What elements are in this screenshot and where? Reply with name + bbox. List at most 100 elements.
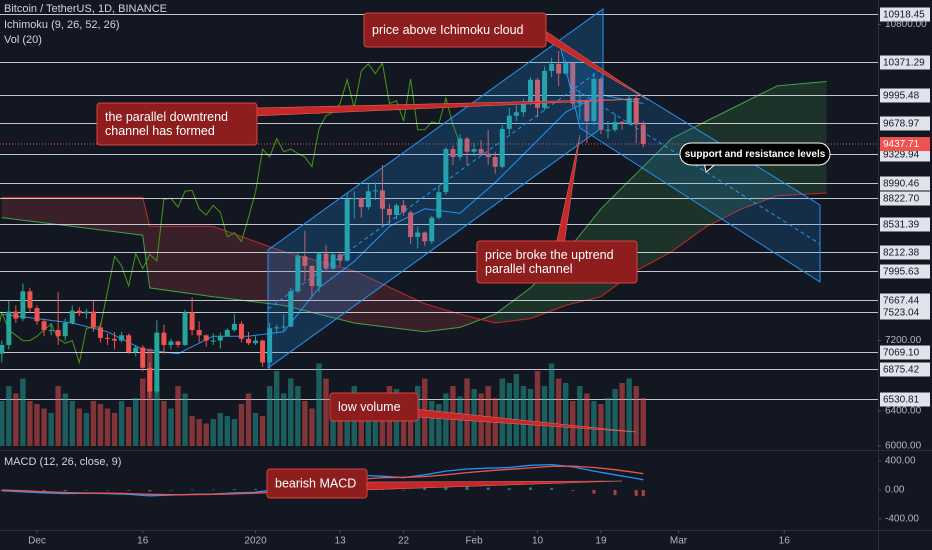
candle-body — [478, 149, 484, 154]
candle-body — [549, 63, 555, 71]
candle-body — [224, 330, 230, 337]
candle-body — [351, 198, 357, 200]
volume-bar — [210, 419, 216, 446]
candle-body — [76, 310, 82, 314]
candle-body — [90, 311, 96, 328]
candle-body — [344, 199, 350, 261]
annotation-text: support and resistance levels — [685, 149, 826, 160]
volume-bar — [140, 378, 146, 446]
level-label: 9995.48 — [883, 91, 920, 102]
volume-bar — [62, 393, 68, 446]
ichimoku-legend: Ichimoku (9, 26, 52, 26) — [4, 19, 120, 31]
macd-histogram-bar — [507, 488, 511, 490]
volume-bar — [534, 371, 541, 446]
volume-bar — [27, 401, 33, 446]
macd-y-tick-label: 0.00 — [885, 485, 905, 496]
candle-body — [499, 128, 505, 167]
candle-body — [386, 208, 392, 215]
volume-bar — [436, 404, 442, 446]
volume-bar — [34, 404, 40, 446]
candle-body — [513, 112, 519, 116]
macd-histogram-bar — [444, 486, 448, 490]
candle-body — [506, 115, 512, 129]
candle-body — [640, 124, 646, 145]
candle-body — [245, 338, 251, 344]
macd-histogram-bar — [84, 489, 88, 491]
candle-body — [570, 63, 576, 104]
cloud-fill — [636, 138, 672, 271]
volume-bar — [90, 401, 97, 446]
macd-histogram-bar — [0, 489, 4, 491]
level-label-box — [880, 392, 930, 407]
level-label: 7995.63 — [883, 267, 920, 278]
volume-bar — [273, 371, 280, 446]
macd-histogram-bar — [190, 489, 194, 491]
annotation-text: channel has formed — [105, 124, 215, 138]
level-label: 9329.94 — [883, 150, 920, 161]
volume-bar — [429, 401, 435, 446]
cloud-fill — [149, 226, 214, 297]
volume-bar — [584, 393, 590, 446]
macd-histogram-bar — [127, 489, 131, 491]
candle-body — [372, 190, 378, 192]
senkou-span-a — [1, 81, 827, 333]
volume-bar — [640, 398, 646, 446]
volume-bar — [626, 378, 632, 446]
candle-body — [6, 311, 12, 345]
macd-y-tick-label: -400.00 — [885, 514, 919, 525]
volume-bar — [499, 378, 505, 446]
last-price-label: 9437.71 — [883, 139, 920, 150]
candle-body — [295, 256, 301, 292]
annotation-box — [329, 392, 419, 422]
annotation-text: parallel channel — [485, 262, 573, 276]
annotation-box — [363, 12, 547, 48]
candle-body — [605, 129, 611, 131]
candle-body — [13, 311, 19, 319]
level-label-box — [880, 191, 930, 206]
candle-body — [274, 327, 280, 329]
macd-histogram-bar — [592, 489, 596, 494]
volume-bar — [598, 404, 604, 446]
volume-bar — [118, 401, 125, 446]
volume-bar — [259, 416, 266, 446]
y-tick-label: 6000.00 — [885, 441, 922, 452]
volume-bar — [104, 408, 111, 446]
candle-body — [598, 78, 604, 130]
volume-bar — [245, 393, 252, 446]
chart-title: Bitcoin / TetherUS, 1D, BINANCE — [4, 3, 167, 15]
level-label-box — [880, 116, 930, 131]
candle-body — [408, 212, 414, 237]
volume-bar — [337, 401, 343, 446]
volume-bar — [48, 413, 54, 446]
volume-bar — [555, 378, 562, 446]
candle-body — [231, 323, 237, 331]
candle-body — [379, 190, 385, 209]
x-tick-label: 16 — [137, 536, 149, 547]
candle-body — [358, 198, 364, 208]
cloud-fill — [213, 226, 284, 306]
volume-bar — [196, 419, 202, 446]
candle-body — [203, 335, 209, 341]
candle-body — [401, 205, 407, 213]
candle-body — [260, 340, 266, 363]
level-label: 8822.70 — [883, 194, 920, 205]
volume-bar — [513, 374, 520, 446]
candle-body — [535, 79, 541, 108]
candle-body — [175, 341, 181, 345]
candle-body — [189, 312, 195, 331]
candle-body — [323, 253, 329, 269]
candle-body — [182, 312, 188, 345]
level-label-box — [880, 88, 930, 103]
macd-histogram-bar — [106, 489, 110, 491]
level-label: 8990.46 — [883, 179, 920, 190]
volume-bar — [111, 413, 118, 446]
candle-body — [429, 217, 435, 242]
volume-bar — [83, 413, 90, 446]
level-label: 8531.39 — [883, 220, 920, 231]
level-label-box — [880, 293, 930, 308]
candle-body — [267, 328, 273, 363]
volume-bar — [570, 401, 576, 446]
level-label-box — [880, 345, 930, 360]
